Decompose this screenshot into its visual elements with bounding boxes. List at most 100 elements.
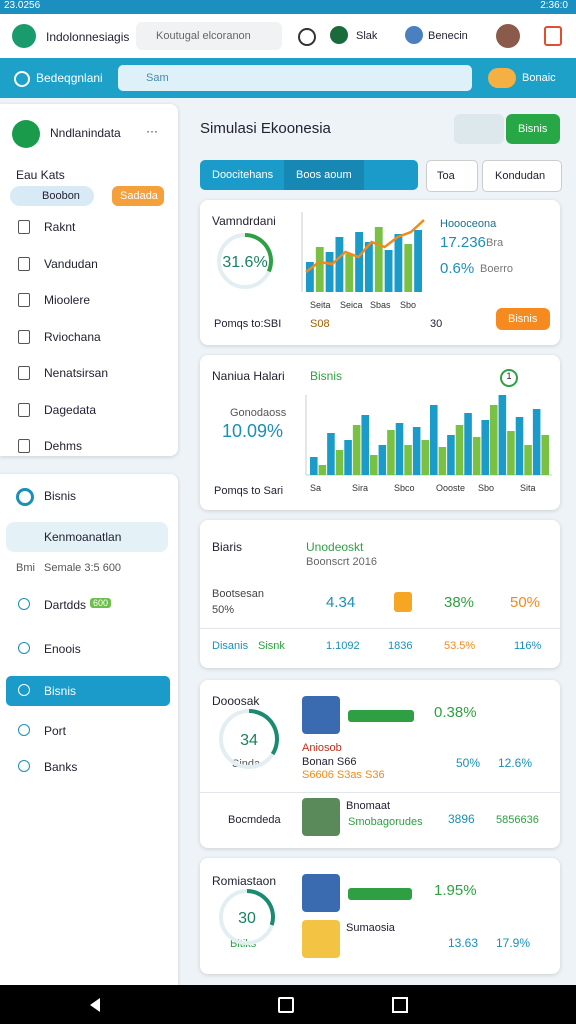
link[interactable]: Benecin [428, 30, 468, 42]
status-right: 2:36:0 [540, 0, 568, 11]
bar [387, 430, 395, 475]
stat-unit: Bra [486, 237, 504, 249]
sidebar-secondary: Bisnis Kenmoanatlan Bmi Semale 3:5 600 D… [0, 474, 178, 985]
sub-text: Smobagorudes [348, 816, 423, 828]
heading: Unodeoskt [306, 540, 364, 554]
bar [310, 457, 318, 475]
highlight-item[interactable]: Kenmoanatlan [6, 522, 168, 552]
value: 12.6% [498, 756, 533, 770]
bar [541, 435, 549, 475]
bar [404, 244, 413, 292]
button-label: Bisnis [518, 123, 548, 135]
x-label: Sa [310, 483, 321, 493]
bar [455, 425, 464, 475]
nav-item[interactable]: Rviochana [44, 329, 101, 344]
sidebar: Nndlanindata ··· Eau Kats Boobon Sadada … [0, 104, 178, 456]
header-button[interactable]: Bisnis [506, 114, 560, 144]
icon [18, 293, 30, 307]
icon[interactable] [544, 26, 562, 46]
search-box[interactable]: Koutugal elcoranon [136, 22, 282, 50]
nav-item[interactable]: Dagedata [44, 402, 97, 417]
icon [18, 724, 30, 736]
link[interactable]: Slak [356, 30, 378, 42]
bar [394, 234, 403, 292]
ring-label: 31.6% [222, 254, 267, 271]
x-label: Sbo [478, 483, 494, 493]
card: Biaris Bootsesan 50% Unodeoskt Boonscrt … [200, 520, 560, 668]
bar [361, 415, 369, 475]
bar [481, 420, 489, 475]
nav-item[interactable]: Vandudan [44, 256, 98, 271]
nav-item[interactable]: Dehms [44, 439, 83, 453]
icon [18, 642, 30, 654]
nav-action[interactable]: Bonaic [522, 72, 556, 84]
thumbnail [302, 798, 340, 836]
bar [490, 405, 498, 475]
icon [18, 439, 30, 453]
bar [306, 262, 314, 292]
nav-item[interactable]: Mioolere [44, 293, 91, 307]
card-value: 10.09% [222, 421, 284, 441]
x-label: Sita [520, 483, 536, 493]
filter[interactable]: Kondudan [482, 160, 562, 192]
stat-pct-label: Boerro [480, 263, 514, 275]
icon [18, 402, 30, 417]
home[interactable] [278, 997, 294, 1013]
recents[interactable] [392, 997, 408, 1013]
toggle[interactable] [454, 114, 504, 144]
icon [14, 71, 30, 87]
logo [12, 24, 36, 48]
row-cell: Disanis [212, 640, 249, 652]
line: Bonan S66 [302, 756, 357, 768]
nav-item[interactable]: Nenatsirsan [44, 366, 109, 380]
row-cell: Sisnk [258, 640, 285, 652]
chip[interactable]: Sadada [112, 186, 164, 206]
nav-item[interactable]: Port [44, 724, 67, 738]
row-cell: 1836 [388, 640, 413, 652]
foot-value: S08 [310, 318, 330, 330]
tab[interactable]: Doocitehans [200, 160, 284, 190]
card: Dooosak Sinda 0.38% Aniosob Bonan S66 S6… [200, 680, 560, 848]
avatar[interactable] [488, 68, 516, 88]
nav-item[interactable]: Raknt [44, 220, 76, 234]
bar [498, 395, 507, 475]
thumbnail [302, 920, 340, 958]
search-box[interactable]: Sam [118, 65, 472, 91]
row-cell: 53.5% [444, 640, 476, 652]
avatar[interactable] [405, 26, 423, 44]
more[interactable]: ··· [146, 124, 158, 138]
bar [421, 440, 429, 475]
button[interactable]: Bisnis [496, 308, 550, 330]
x-label: Seica [340, 300, 363, 310]
bar [335, 450, 344, 475]
back[interactable] [90, 998, 100, 1012]
row-cell: 116% [514, 640, 542, 652]
stat-value: 17.236 [440, 234, 486, 251]
item-label: Kenmoanatlan [44, 530, 122, 544]
tab[interactable]: Boos aoum [284, 160, 364, 190]
tab[interactable] [364, 160, 418, 190]
value: 50% [510, 594, 541, 611]
line [305, 219, 425, 273]
nav-item[interactable]: Dartdds [44, 598, 87, 612]
filter-label: Kondudan [495, 170, 546, 182]
icon[interactable] [330, 26, 348, 44]
divider [200, 628, 560, 629]
bar [515, 417, 524, 475]
sub: Boonscrt 2016 [306, 556, 377, 568]
card-title: Vamndrdani [212, 214, 276, 228]
icon[interactable] [298, 28, 316, 46]
chart-title: Bisnis [310, 369, 343, 383]
avatar[interactable] [496, 24, 520, 48]
icon [18, 366, 30, 380]
bar [327, 433, 335, 475]
section-label: Eau Kats [16, 168, 65, 182]
nav-item[interactable]: Banks [44, 760, 78, 774]
chip[interactable]: Boobon [10, 186, 94, 206]
nav-item[interactable]: Bisnis [44, 684, 77, 698]
mini-chart: 34 [219, 709, 279, 769]
status-bar: 23.0256 2:36:0 [0, 0, 576, 14]
filter[interactable]: Toa [426, 160, 478, 192]
nav-item[interactable]: Enoois [44, 642, 81, 656]
card-footer: Pomqs to:SBI [214, 318, 282, 330]
